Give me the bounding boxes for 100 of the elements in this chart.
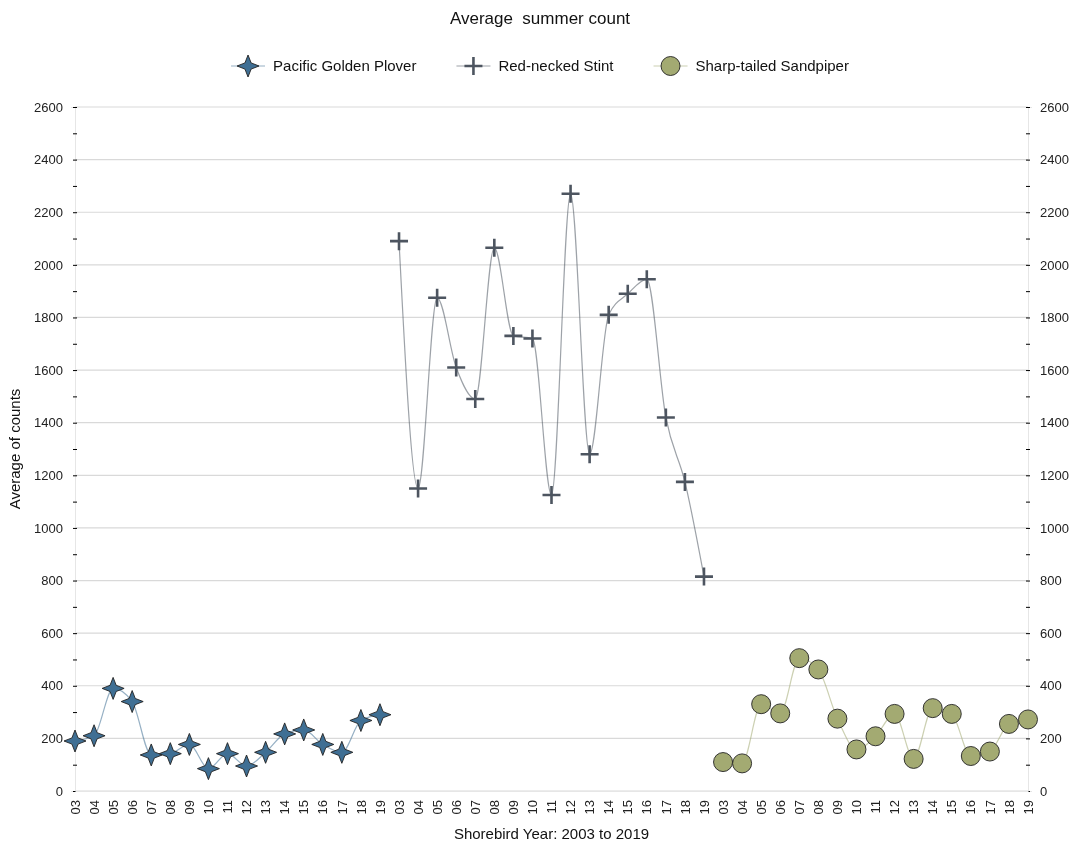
legend-label: Red-necked Stint xyxy=(498,57,615,75)
y-axis-title: Average of counts xyxy=(6,388,23,510)
point xyxy=(82,724,106,748)
x-axis-title: Shorebird Year: 2003 to 2019 xyxy=(453,825,650,842)
x-tick-label: 07 xyxy=(791,800,807,815)
x-tick-label: 08 xyxy=(486,800,502,815)
x-tick-label: 04 xyxy=(86,800,102,815)
x-tick-label: 11 xyxy=(868,800,884,814)
point xyxy=(751,694,772,715)
point xyxy=(426,287,448,309)
y-tick-label: 1400 xyxy=(34,415,63,431)
x-tick-label: 07 xyxy=(467,800,483,815)
point xyxy=(311,732,335,756)
y2-tick-label: 0 xyxy=(1040,783,1048,799)
point xyxy=(713,752,733,772)
y-tick-label: 2600 xyxy=(34,99,63,115)
y2-tick-label: 400 xyxy=(1040,678,1062,694)
x-tick-label: 07 xyxy=(143,800,159,815)
point xyxy=(770,703,791,724)
x-tick-label: 19 xyxy=(372,800,388,815)
point xyxy=(884,703,905,724)
x-tick-label: 11 xyxy=(544,800,560,814)
x-tick-label: 13 xyxy=(582,800,598,815)
point xyxy=(349,709,373,732)
x-tick-label: 18 xyxy=(677,800,693,815)
point xyxy=(789,648,810,669)
point xyxy=(655,407,677,428)
point xyxy=(579,443,600,465)
point xyxy=(484,237,505,259)
y-tick-label: 1200 xyxy=(34,467,63,483)
point xyxy=(960,746,981,766)
x-tick-label: 15 xyxy=(296,800,312,815)
point xyxy=(292,718,316,742)
x-tick-label: 14 xyxy=(925,800,941,815)
x-tick-label: 10 xyxy=(849,800,865,815)
x-tick-label: 12 xyxy=(239,800,255,815)
x-tick-label: 03 xyxy=(391,800,407,815)
point xyxy=(503,325,524,347)
y-tick-label: 2200 xyxy=(34,204,63,220)
y2-tick-label: 1800 xyxy=(1040,310,1069,326)
y2-tick-label: 2600 xyxy=(1040,99,1069,115)
y-tick-label: 400 xyxy=(41,678,63,694)
y-tick-label: 200 xyxy=(41,731,63,747)
x-tick-label: 16 xyxy=(639,800,655,815)
y2-tick-label: 200 xyxy=(1040,731,1062,747)
y2-tick-label: 2000 xyxy=(1040,257,1069,273)
point xyxy=(177,732,201,756)
x-tick-label: 13 xyxy=(258,800,274,815)
legend-label: Pacific Golden Plover xyxy=(273,57,417,75)
y-tick-label: 1600 xyxy=(34,362,63,378)
point xyxy=(273,722,297,746)
y2-tick-label: 2400 xyxy=(1040,152,1069,168)
legend-label: Sharp-tailed Sandpiper xyxy=(695,57,849,75)
y-tick-label: 0 xyxy=(55,783,63,799)
point xyxy=(216,742,239,766)
y-tick-label: 800 xyxy=(41,573,63,589)
point xyxy=(560,183,581,205)
point xyxy=(827,708,848,729)
x-tick-label: 08 xyxy=(162,800,178,815)
x-tick-label: 17 xyxy=(982,800,998,815)
point xyxy=(139,743,163,767)
point xyxy=(922,698,943,719)
chart-title: Average summer count xyxy=(449,9,631,28)
point xyxy=(407,478,429,499)
point xyxy=(235,754,258,778)
point xyxy=(979,741,1000,762)
point xyxy=(464,388,486,410)
x-tick-label: 05 xyxy=(429,800,445,815)
x-tick-label: 03 xyxy=(67,800,83,815)
y2-tick-label: 1600 xyxy=(1040,362,1069,378)
point xyxy=(120,690,144,713)
x-tick-label: 14 xyxy=(601,800,617,815)
y2-tick-label: 2200 xyxy=(1040,204,1069,220)
point xyxy=(522,328,543,349)
point xyxy=(998,713,1019,734)
x-tick-label: 17 xyxy=(334,800,350,815)
x-tick-label: 06 xyxy=(448,800,464,815)
y2-tick-label: 600 xyxy=(1040,625,1062,641)
x-tick-label: 18 xyxy=(1001,800,1017,815)
point xyxy=(254,740,278,764)
x-tick-label: 10 xyxy=(201,800,217,815)
x-tick-label: 12 xyxy=(563,800,579,815)
point xyxy=(388,230,410,252)
point xyxy=(158,742,182,766)
y-tick-label: 1000 xyxy=(34,520,63,536)
point xyxy=(732,753,753,774)
x-tick-label: 10 xyxy=(525,800,541,815)
x-tick-label: 04 xyxy=(734,800,750,815)
y-tick-label: 2000 xyxy=(34,257,63,273)
point xyxy=(330,740,354,764)
y2-tick-label: 800 xyxy=(1040,573,1062,589)
x-tick-label: 11 xyxy=(220,800,236,814)
x-tick-label: 09 xyxy=(506,800,522,815)
y-tick-label: 2400 xyxy=(34,152,63,168)
x-tick-label: 16 xyxy=(963,800,979,815)
x-tick-label: 09 xyxy=(182,800,198,815)
x-tick-label: 04 xyxy=(410,800,426,815)
x-tick-label: 12 xyxy=(887,800,903,815)
point xyxy=(598,304,619,326)
x-tick-label: 14 xyxy=(277,800,293,815)
